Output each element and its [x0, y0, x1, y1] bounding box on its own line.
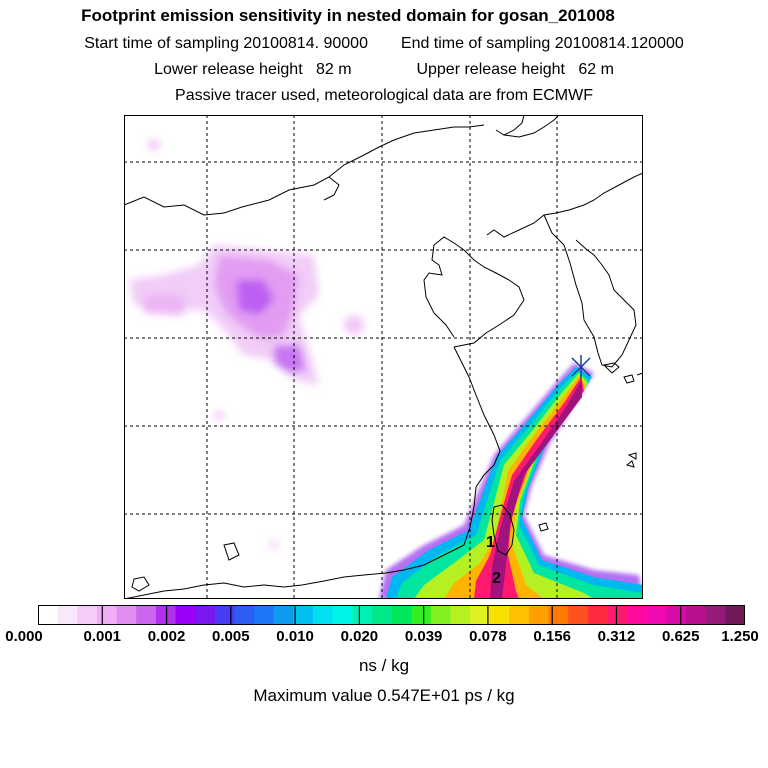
- sensitivity-plume: [379, 363, 643, 599]
- colorbar-tick-label: 0.312: [597, 628, 636, 645]
- sensitivity-patch-north: [129, 139, 364, 550]
- colorbar-swatch: [646, 605, 667, 625]
- plume-marker-2: 2: [492, 570, 501, 587]
- colorbar-swatch: [57, 605, 78, 625]
- colorbar-swatch: [411, 605, 432, 625]
- colorbar-tick-label: 0.005: [212, 628, 250, 645]
- colorbar-swatch: [38, 605, 59, 625]
- plot-title: Footprint emission sensitivity in nested…: [81, 6, 615, 25]
- colorbar-swatch: [273, 605, 294, 625]
- lat-lon-grid: [124, 115, 643, 599]
- colorbar-swatch: [607, 605, 628, 625]
- upper-height-label: Upper release height 62 m: [416, 61, 614, 78]
- colorbar-tick-label: 0.625: [661, 628, 700, 645]
- colorbar-swatch: [195, 605, 216, 625]
- coastlines: [124, 115, 643, 599]
- colorbar-tick-labels: 0.000 0.001 0.002 0.005 0.010 0.020 0.039 0.078…: [0, 628, 768, 648]
- colorbar-tick-label: 0.002: [147, 628, 186, 645]
- colorbar-swatch: [528, 605, 550, 625]
- colorbar-swatch: [548, 605, 569, 625]
- colorbar-swatch: [568, 605, 589, 625]
- colorbar-swatch: [136, 605, 157, 625]
- release-height-row: Lower release height 82 m Upper release …: [0, 61, 768, 79]
- colorbar-swatch: [705, 605, 726, 625]
- colorbar-swatch: [627, 605, 648, 625]
- start-time-label: Start time of sampling 20100814. 90000: [84, 35, 368, 52]
- colorbar-swatch: [489, 605, 510, 625]
- colorbar-tick-label: 0.020: [340, 628, 379, 645]
- footprint-map: 1 2: [124, 115, 643, 599]
- colorbar-swatch: [666, 605, 687, 625]
- colorbar-unit: ns / kg: [358, 656, 410, 675]
- max-value-label: Maximum value 0.547E+01 ps / kg: [253, 686, 515, 705]
- colorbar-swatch: [293, 605, 314, 625]
- colorbar-swatch: [371, 605, 392, 625]
- colorbar-tick-label: 0.001: [83, 628, 122, 645]
- station-cross-icon: [571, 355, 591, 379]
- colorbar-tick-label: 0.039: [404, 628, 443, 645]
- colorbar-swatch: [470, 605, 491, 625]
- colorbar-swatch: [116, 605, 137, 625]
- colorbar-swatch: [686, 605, 707, 625]
- colorbar-swatch: [509, 605, 530, 625]
- colorbar-swatch: [391, 605, 412, 625]
- colorbar-swatch: [175, 605, 196, 625]
- colorbar-swatch: [214, 605, 235, 625]
- colorbar-border: [38, 605, 745, 625]
- colorbar-swatch: [587, 605, 609, 625]
- colorbar-swatch: [254, 605, 275, 625]
- colorbar-swatch: [725, 605, 745, 625]
- end-time-label: End time of sampling 20100814.120000: [400, 35, 684, 52]
- colorbar-tick-label: 0.000: [5, 628, 43, 645]
- colorbar-swatch: [234, 605, 255, 625]
- colorbar-tick-label: 0.010: [276, 628, 314, 645]
- colorbar-swatch: [450, 605, 471, 625]
- colorbar-tick-label: 0.078: [469, 628, 507, 645]
- colorbar-tick-label: 1.250: [721, 628, 759, 645]
- tracer-note: Passive tracer used, meteorological data…: [175, 87, 593, 104]
- colorbar-swatch: [352, 605, 373, 625]
- colorbar-swatch: [312, 605, 334, 625]
- colorbar: [38, 605, 745, 625]
- lower-height-label: Lower release height 82 m: [154, 61, 352, 78]
- colorbar-swatch: [430, 605, 451, 625]
- sampling-time-row: Start time of sampling 20100814. 90000 E…: [0, 35, 768, 53]
- colorbar-tick-label: 0.156: [533, 628, 571, 645]
- colorbar-swatch: [155, 605, 176, 625]
- colorbar-swatch: [332, 605, 353, 625]
- colorbar-swatch: [77, 605, 98, 625]
- colorbar-swatch: [96, 605, 118, 625]
- plume-marker-1: 1: [486, 534, 495, 551]
